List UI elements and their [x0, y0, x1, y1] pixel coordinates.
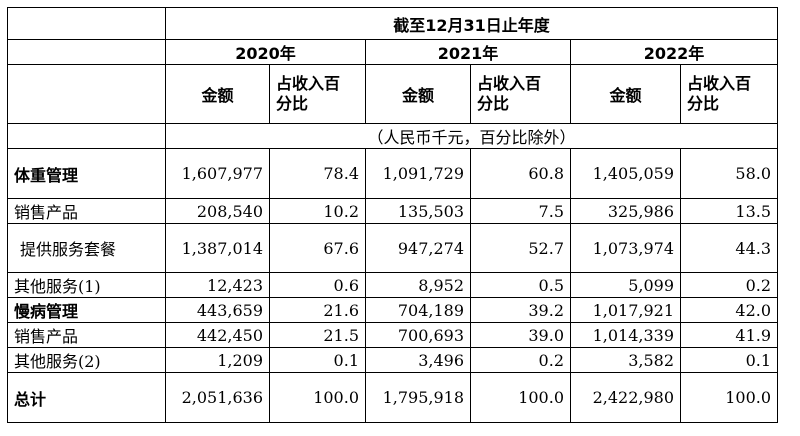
cell-pct: 39.0 [470, 322, 571, 348]
pct-header-line1: 占收入百 [477, 74, 542, 93]
cell-pct: 100.0 [470, 372, 571, 423]
table-row: 销售产品 208,540 10.2 135,503 7.5 325,986 13… [7, 198, 779, 224]
pct-header: 占收入百 分比 [470, 64, 571, 124]
cell-amount: 443,659 [165, 297, 270, 323]
amount-header: 金额 [365, 64, 471, 124]
cell-pct: 0.2 [679, 272, 779, 298]
row-label: 销售产品 [7, 322, 166, 348]
row-label: 其他服务(2) [7, 347, 166, 373]
cell-pct: 0.2 [470, 347, 571, 373]
cell-pct: 60.8 [470, 148, 571, 199]
cell-amount: 135,503 [365, 198, 471, 224]
cell-amount: 8,952 [365, 272, 471, 298]
cell-amount: 325,986 [570, 198, 681, 224]
cell-pct: 0.1 [269, 347, 366, 373]
corner-cell [7, 39, 166, 65]
row-label: 提供服务套餐 [7, 223, 166, 273]
cell-amount: 2,422,980 [570, 372, 681, 423]
cell-amount: 947,274 [365, 223, 471, 273]
cell-amount: 3,582 [570, 347, 681, 373]
cell-pct: 21.5 [269, 322, 366, 348]
cell-amount: 1,014,339 [570, 322, 681, 348]
cell-pct: 7.5 [470, 198, 571, 224]
cell-amount: 5,099 [570, 272, 681, 298]
table-row: 销售产品 442,450 21.5 700,693 39.0 1,014,339… [7, 322, 779, 348]
cell-pct: 52.7 [470, 223, 571, 273]
year-header-2020: 2020年 [165, 39, 366, 65]
table-row: 其他服务(1) 12,423 0.6 8,952 0.5 5,099 0.2 [7, 272, 779, 298]
cell-amount: 1,387,014 [165, 223, 270, 273]
cell-pct: 13.5 [679, 198, 779, 224]
corner-cell [7, 64, 166, 124]
cell-pct: 0.6 [269, 272, 366, 298]
year-header-2021: 2021年 [365, 39, 571, 65]
cell-pct: 10.2 [269, 198, 366, 224]
amount-header: 金额 [570, 64, 681, 124]
cell-amount: 1,017,921 [570, 297, 681, 323]
cell-amount: 700,693 [365, 322, 471, 348]
period-header: 截至12月31日止年度 [164, 7, 779, 40]
row-label: 其他服务(1) [7, 272, 166, 298]
cell-pct: 42.0 [679, 297, 779, 323]
cell-pct: 100.0 [269, 372, 366, 423]
cell-pct: 67.6 [269, 223, 366, 273]
cell-amount: 2,051,636 [165, 372, 270, 423]
unit-note: （人民币千元，百分比除外） [164, 123, 779, 149]
corner-cell [7, 123, 166, 149]
corner-cell [7, 7, 166, 40]
pct-header-line2: 分比 [477, 94, 510, 113]
table-row: 提供服务套餐 1,387,014 67.6 947,274 52.7 1,073… [7, 223, 779, 273]
pct-header: 占收入百 分比 [679, 64, 779, 124]
cell-amount: 208,540 [165, 198, 270, 224]
cell-amount: 1,405,059 [570, 148, 681, 199]
cell-pct: 39.2 [470, 297, 571, 323]
cell-amount: 1,795,918 [365, 372, 471, 423]
cell-amount: 3,496 [365, 347, 471, 373]
cell-amount: 704,189 [365, 297, 471, 323]
revenue-table: 截至12月31日止年度 2020年 2021年 2022年 金额 占收入百 分比 … [7, 7, 779, 423]
row-label: 体重管理 [7, 148, 166, 199]
pct-header-line2: 分比 [687, 94, 720, 113]
row-label: 销售产品 [7, 198, 166, 224]
table-row: 慢病管理 443,659 21.6 704,189 39.2 1,017,921… [7, 297, 779, 323]
pct-header: 占收入百 分比 [269, 64, 366, 124]
cell-pct: 41.9 [679, 322, 779, 348]
cell-amount: 1,209 [165, 347, 270, 373]
cell-amount: 12,423 [165, 272, 270, 298]
cell-pct: 78.4 [269, 148, 366, 199]
table-row: 体重管理 1,607,977 78.4 1,091,729 60.8 1,405… [7, 148, 779, 199]
cell-pct: 100.0 [679, 372, 779, 423]
cell-pct: 44.3 [679, 223, 779, 273]
pct-header-line2: 分比 [276, 94, 309, 113]
year-header-2022: 2022年 [569, 39, 779, 65]
row-label: 总计 [7, 372, 166, 423]
cell-amount: 1,091,729 [365, 148, 471, 199]
cell-amount: 1,073,974 [570, 223, 681, 273]
cell-pct: 0.5 [470, 272, 571, 298]
row-label: 慢病管理 [7, 297, 166, 323]
cell-amount: 442,450 [165, 322, 270, 348]
cell-pct: 58.0 [679, 148, 779, 199]
amount-header: 金额 [165, 64, 270, 124]
pct-header-line1: 占收入百 [687, 74, 752, 93]
table-row: 总计 2,051,636 100.0 1,795,918 100.0 2,422… [7, 372, 779, 423]
cell-pct: 0.1 [679, 347, 779, 373]
table-row: 其他服务(2) 1,209 0.1 3,496 0.2 3,582 0.1 [7, 347, 779, 373]
pct-header-line1: 占收入百 [276, 74, 341, 93]
cell-pct: 21.6 [269, 297, 366, 323]
cell-amount: 1,607,977 [165, 148, 270, 199]
